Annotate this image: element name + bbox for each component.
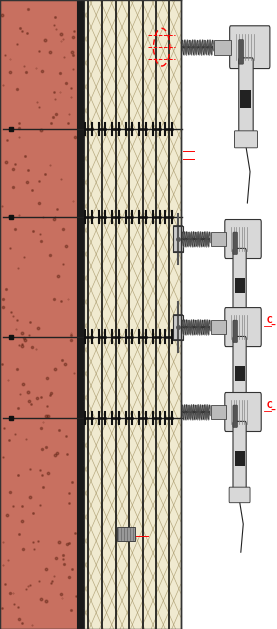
Bar (235, 366, 245, 381)
Text: C_: C_ (266, 401, 276, 410)
Bar (117, 527, 135, 541)
Bar (235, 451, 245, 466)
FancyBboxPatch shape (233, 337, 246, 409)
Bar (173, 314, 183, 340)
Bar (173, 226, 183, 252)
Bar (214, 40, 231, 55)
FancyBboxPatch shape (239, 58, 253, 138)
Bar (235, 278, 245, 293)
FancyBboxPatch shape (225, 220, 261, 259)
FancyBboxPatch shape (230, 26, 270, 69)
Bar (211, 405, 226, 419)
FancyBboxPatch shape (229, 403, 250, 418)
FancyBboxPatch shape (229, 314, 250, 330)
FancyBboxPatch shape (229, 487, 250, 503)
Text: C_: C_ (266, 316, 276, 325)
Bar (211, 320, 226, 334)
Bar (78, 0, 84, 629)
FancyBboxPatch shape (225, 392, 261, 431)
Bar (181, 0, 272, 629)
Bar (211, 232, 226, 246)
Bar (0, 0, 78, 629)
FancyBboxPatch shape (225, 308, 261, 347)
Bar (84, 0, 181, 629)
Bar (240, 90, 252, 108)
FancyBboxPatch shape (233, 320, 237, 342)
FancyBboxPatch shape (233, 232, 237, 255)
FancyBboxPatch shape (234, 131, 258, 148)
FancyBboxPatch shape (233, 248, 246, 321)
FancyBboxPatch shape (233, 421, 246, 494)
FancyBboxPatch shape (238, 40, 243, 64)
FancyBboxPatch shape (233, 405, 237, 428)
